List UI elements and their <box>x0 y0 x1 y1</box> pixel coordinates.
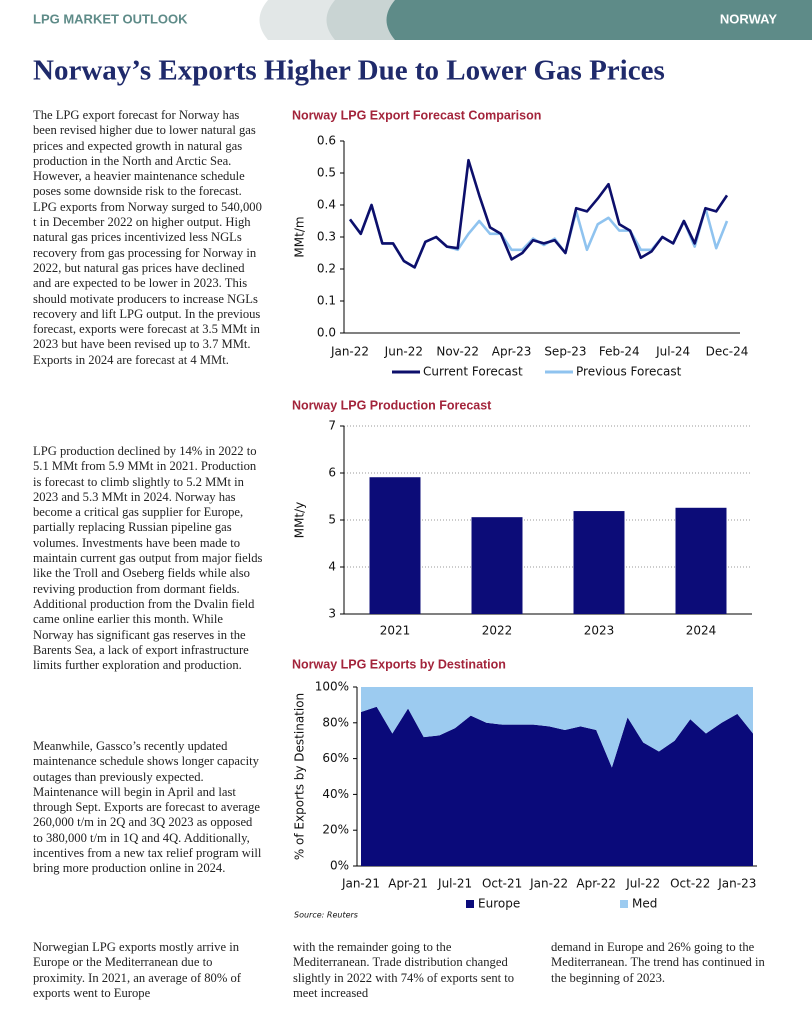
x-tick-label: Oct-22 <box>670 877 710 891</box>
bar <box>471 517 523 614</box>
x-tick-label: Apr-21 <box>388 877 428 891</box>
y-tick-label: 100% <box>315 680 349 694</box>
y-tick-label: 0.1 <box>317 294 336 308</box>
paragraph: Meanwhile, Gassco’s recently updated mai… <box>33 739 262 876</box>
x-tick-label: Apr-23 <box>492 345 532 359</box>
y-axis-label: MMt/m <box>293 216 307 257</box>
area <box>361 706 753 866</box>
legend-swatch <box>466 900 474 908</box>
y-tick-label: 6 <box>328 466 336 480</box>
y-tick-label: 0.4 <box>317 198 336 212</box>
x-tick-label: Dec-24 <box>706 345 749 359</box>
legend-label: Med <box>632 897 657 911</box>
y-tick-label: 5 <box>328 513 336 527</box>
x-tick-label: Jul-22 <box>625 877 660 891</box>
line <box>348 158 729 269</box>
y-axis-label: % of Exports by Destination <box>293 693 307 860</box>
y-tick-label: 0% <box>330 859 349 873</box>
x-tick-label: Oct-21 <box>482 877 522 891</box>
x-tick-label: Sep-23 <box>544 345 586 359</box>
x-tick-label: Apr-22 <box>576 877 616 891</box>
line <box>348 203 729 269</box>
paragraph: Norwegian LPG exports mostly arrive in E… <box>33 940 241 1000</box>
x-tick-label: Feb-24 <box>599 345 640 359</box>
y-tick-label: 0.5 <box>317 166 336 180</box>
x-tick-label: Jan-22 <box>330 345 369 359</box>
x-tick-label: 2021 <box>380 624 411 638</box>
y-tick-label: 0.0 <box>317 326 336 340</box>
chart-title: Norway LPG Production Forecast <box>292 398 492 412</box>
source-note: Source: Reuters <box>294 911 358 920</box>
paragraph: with the remainder going to the Mediterr… <box>293 940 515 1000</box>
header-band <box>0 0 268 40</box>
y-tick-label: 0.3 <box>317 230 336 244</box>
x-tick-label: Jun-22 <box>384 345 423 359</box>
x-tick-label: 2023 <box>584 624 615 638</box>
header-country: NORWAY <box>720 11 777 26</box>
paragraph: LPG production declined by 14% in 2022 t… <box>33 444 263 673</box>
x-tick-label: 2024 <box>686 624 717 638</box>
x-tick-label: Jan-23 <box>717 877 756 891</box>
y-tick-label: 3 <box>328 607 336 621</box>
legend-swatch <box>620 900 628 908</box>
paragraph: The LPG export forecast for Norway has b… <box>33 108 262 367</box>
y-tick-label: 40% <box>322 787 349 801</box>
chart-title: Norway LPG Exports by Destination <box>292 657 506 671</box>
legend-label: Current Forecast <box>423 365 523 379</box>
area <box>361 687 753 768</box>
x-tick-label: Jul-24 <box>655 345 690 359</box>
y-tick-label: 0.6 <box>317 134 336 148</box>
bar <box>573 511 625 614</box>
y-tick-label: 80% <box>322 715 349 729</box>
legend-label: Previous Forecast <box>576 365 682 379</box>
y-axis-label: MMt/y <box>293 502 307 539</box>
bar <box>675 507 727 614</box>
paragraph: demand in Europe and 26% going to the Me… <box>551 940 765 985</box>
y-tick-label: 7 <box>328 419 336 433</box>
chart-title: Norway LPG Export Forecast Comparison <box>292 108 541 122</box>
legend-label: Europe <box>478 897 520 911</box>
y-tick-label: 20% <box>322 823 349 837</box>
x-tick-label: Jul-21 <box>437 877 472 891</box>
y-tick-label: 4 <box>328 560 336 574</box>
bar <box>369 477 421 614</box>
header-section: LPG MARKET OUTLOOK <box>33 11 188 26</box>
y-tick-label: 0.2 <box>317 262 336 276</box>
page-title: Norway’s Exports Higher Due to Lower Gas… <box>33 55 665 87</box>
x-tick-label: Nov-22 <box>436 345 479 359</box>
x-tick-label: Jan-22 <box>529 877 568 891</box>
x-tick-label: Jan-21 <box>341 877 380 891</box>
x-tick-label: 2022 <box>482 624 513 638</box>
y-tick-label: 60% <box>322 751 349 765</box>
